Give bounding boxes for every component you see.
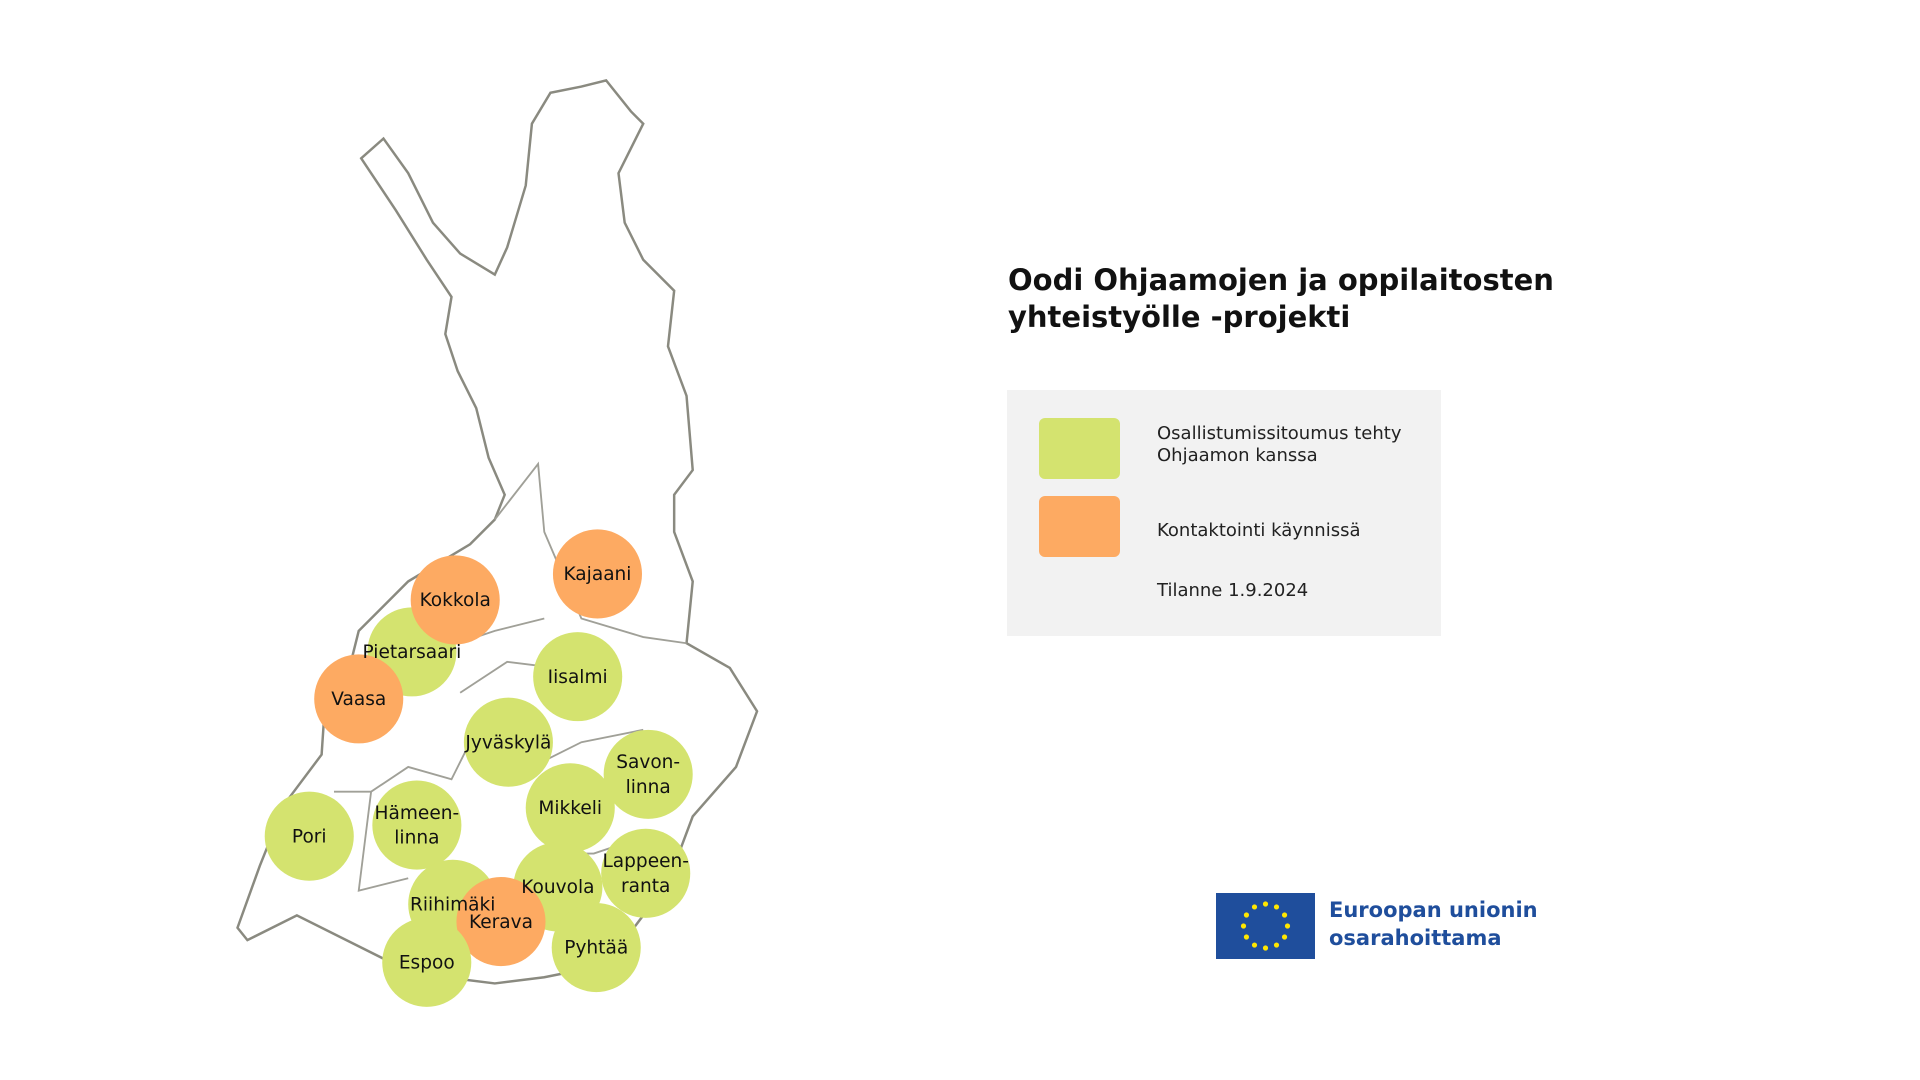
funding-line: osarahoittama [1329, 926, 1502, 950]
star [1251, 942, 1258, 948]
funding-line: Euroopan unionin [1329, 898, 1538, 922]
city-marker [264, 791, 354, 881]
city-label: Iisalmi [548, 667, 608, 688]
city-label: Kouvola [521, 877, 594, 898]
city-label: Mikkeli [538, 798, 602, 819]
legend: Osallistumissitoumus tehty Ohjaamon kans… [1007, 390, 1441, 636]
star [1262, 901, 1269, 907]
map-group: Kajaani Pietarsaari Kokkola Vaasa Iisalmi Jyv… [236, 79, 759, 1007]
city-marker [410, 555, 500, 645]
city-marker [456, 877, 546, 967]
star [1284, 923, 1291, 929]
city-label: linna [394, 828, 439, 849]
star [1240, 923, 1247, 929]
star [1281, 934, 1288, 940]
legend-label: Kontaktointi käynnissä [1157, 520, 1361, 541]
city-marker [533, 632, 623, 722]
star [1273, 942, 1280, 948]
city-marker [314, 654, 404, 744]
funding-text: Euroopan unionin osarahoittama [1329, 896, 1538, 952]
city-label: Hämeen- [375, 803, 460, 824]
city-label: Riihimäki [410, 894, 495, 915]
city-marker [552, 529, 643, 619]
title: Oodi Ohjaamojen ja oppilaitosten yhteist… [1008, 263, 1554, 334]
legend-swatch [1039, 418, 1120, 479]
city-marker [601, 828, 691, 918]
city-label: Pyhtää [564, 938, 628, 959]
city-label: Vaasa [331, 689, 386, 710]
city-label: Espoo [399, 953, 455, 974]
star [1251, 904, 1258, 910]
star [1273, 904, 1280, 910]
star [1281, 912, 1288, 918]
city-label: Jyväskylä [464, 732, 551, 753]
city-marker [372, 780, 462, 870]
city-label: linna [626, 777, 671, 798]
city-label: Lappeen- [602, 851, 689, 872]
city-label: ranta [621, 876, 670, 897]
city-marker [603, 729, 693, 819]
city-marker [551, 903, 641, 993]
eu-flag [1216, 893, 1315, 959]
star [1243, 912, 1250, 918]
legend-swatch [1039, 496, 1120, 557]
city-marker [382, 917, 472, 1007]
city-label: Kajaani [563, 564, 631, 585]
status-date: Tilanne 1.9.2024 [1157, 580, 1309, 601]
legend-label: Osallistumissitoumus tehty Ohjaamon kans… [1157, 423, 1402, 466]
city-marker [463, 697, 553, 787]
city-label: Savon- [616, 752, 680, 773]
city-label: Kokkola [420, 590, 491, 611]
map: Kajaani Pietarsaari Kokkola Vaasa Iisalmi Jyv… [236, 79, 759, 1007]
star [1243, 934, 1250, 940]
star [1262, 945, 1269, 951]
city-label: Pori [292, 826, 327, 847]
city-label: Pietarsaari [363, 642, 462, 663]
city-label: Kerava [469, 912, 533, 933]
city-marker [525, 763, 615, 853]
